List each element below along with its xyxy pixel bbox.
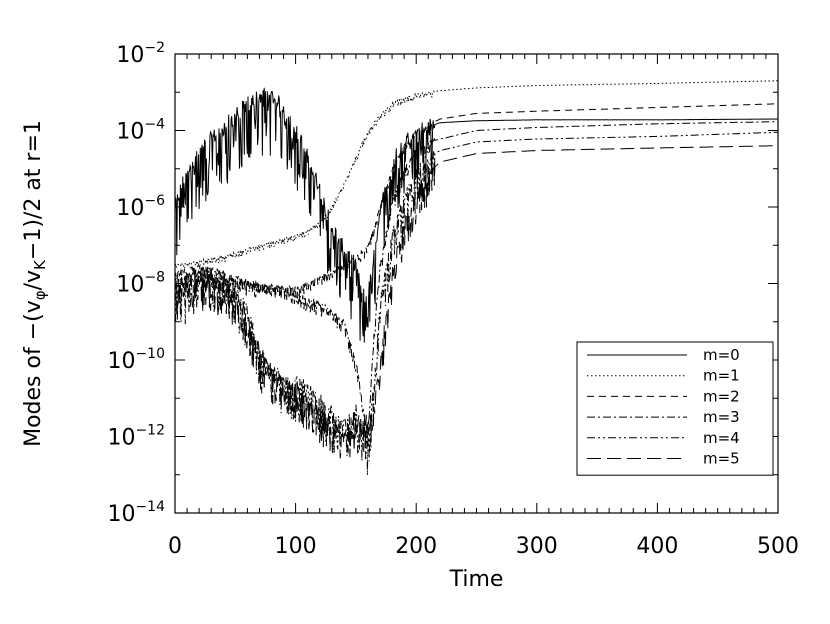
x-tick-label: 200 [395, 534, 437, 559]
x-tick-label: 0 [168, 534, 182, 559]
y-title-prefix: Modes of −(v [21, 300, 46, 447]
plot-frame [174, 53, 779, 514]
y-title-sub-phi: φ [31, 290, 49, 300]
x-tick-label: 100 [275, 534, 317, 559]
y-title-mid: /v [21, 270, 46, 290]
y-title-sub-k: K [31, 259, 49, 270]
series-line-m=1 [174, 80, 779, 270]
legend-label: m=4 [703, 429, 740, 447]
y-tick-label: 10−14 [107, 499, 165, 527]
legend: m=0 m=1 m=2 m=3 m=4 m=5 [576, 341, 774, 476]
y-tick-label: 10−8 [116, 270, 165, 298]
y-title-suffix: −1)/2 at r=1 [21, 120, 46, 260]
x-tick-label: 500 [757, 534, 799, 559]
y-tick-label: 10−10 [107, 346, 165, 374]
y-tick-label: 10−6 [116, 193, 165, 221]
x-tick-label: 300 [516, 534, 558, 559]
series-layer [174, 80, 779, 476]
legend-label: m=3 [703, 408, 740, 426]
legend-box [576, 341, 774, 476]
legend-label: m=2 [703, 387, 740, 405]
series-line-m=0 [174, 87, 778, 343]
series-line-m=3 [174, 121, 779, 447]
y-axis-title: Modes of −(vφ/vK−1)/2 at r=1 [21, 120, 49, 447]
series-line-m=5 [174, 145, 778, 459]
x-tick-label: 400 [636, 534, 678, 559]
legend-label: m=0 [703, 346, 740, 364]
legend-label: m=1 [703, 367, 740, 385]
y-tick-label: 10−4 [116, 117, 165, 145]
series-line-m=2 [174, 103, 779, 298]
series-line-m=4 [174, 131, 779, 476]
x-axis-title: Time [449, 567, 504, 592]
y-tick-label: 10−2 [116, 40, 165, 68]
legend-label: m=5 [703, 450, 740, 468]
tick-labels: 0 100 200 300 400 500 10−14 10−12 10−10 10−8 10−6 1… [107, 40, 799, 559]
y-tick-label: 10−12 [107, 423, 165, 451]
